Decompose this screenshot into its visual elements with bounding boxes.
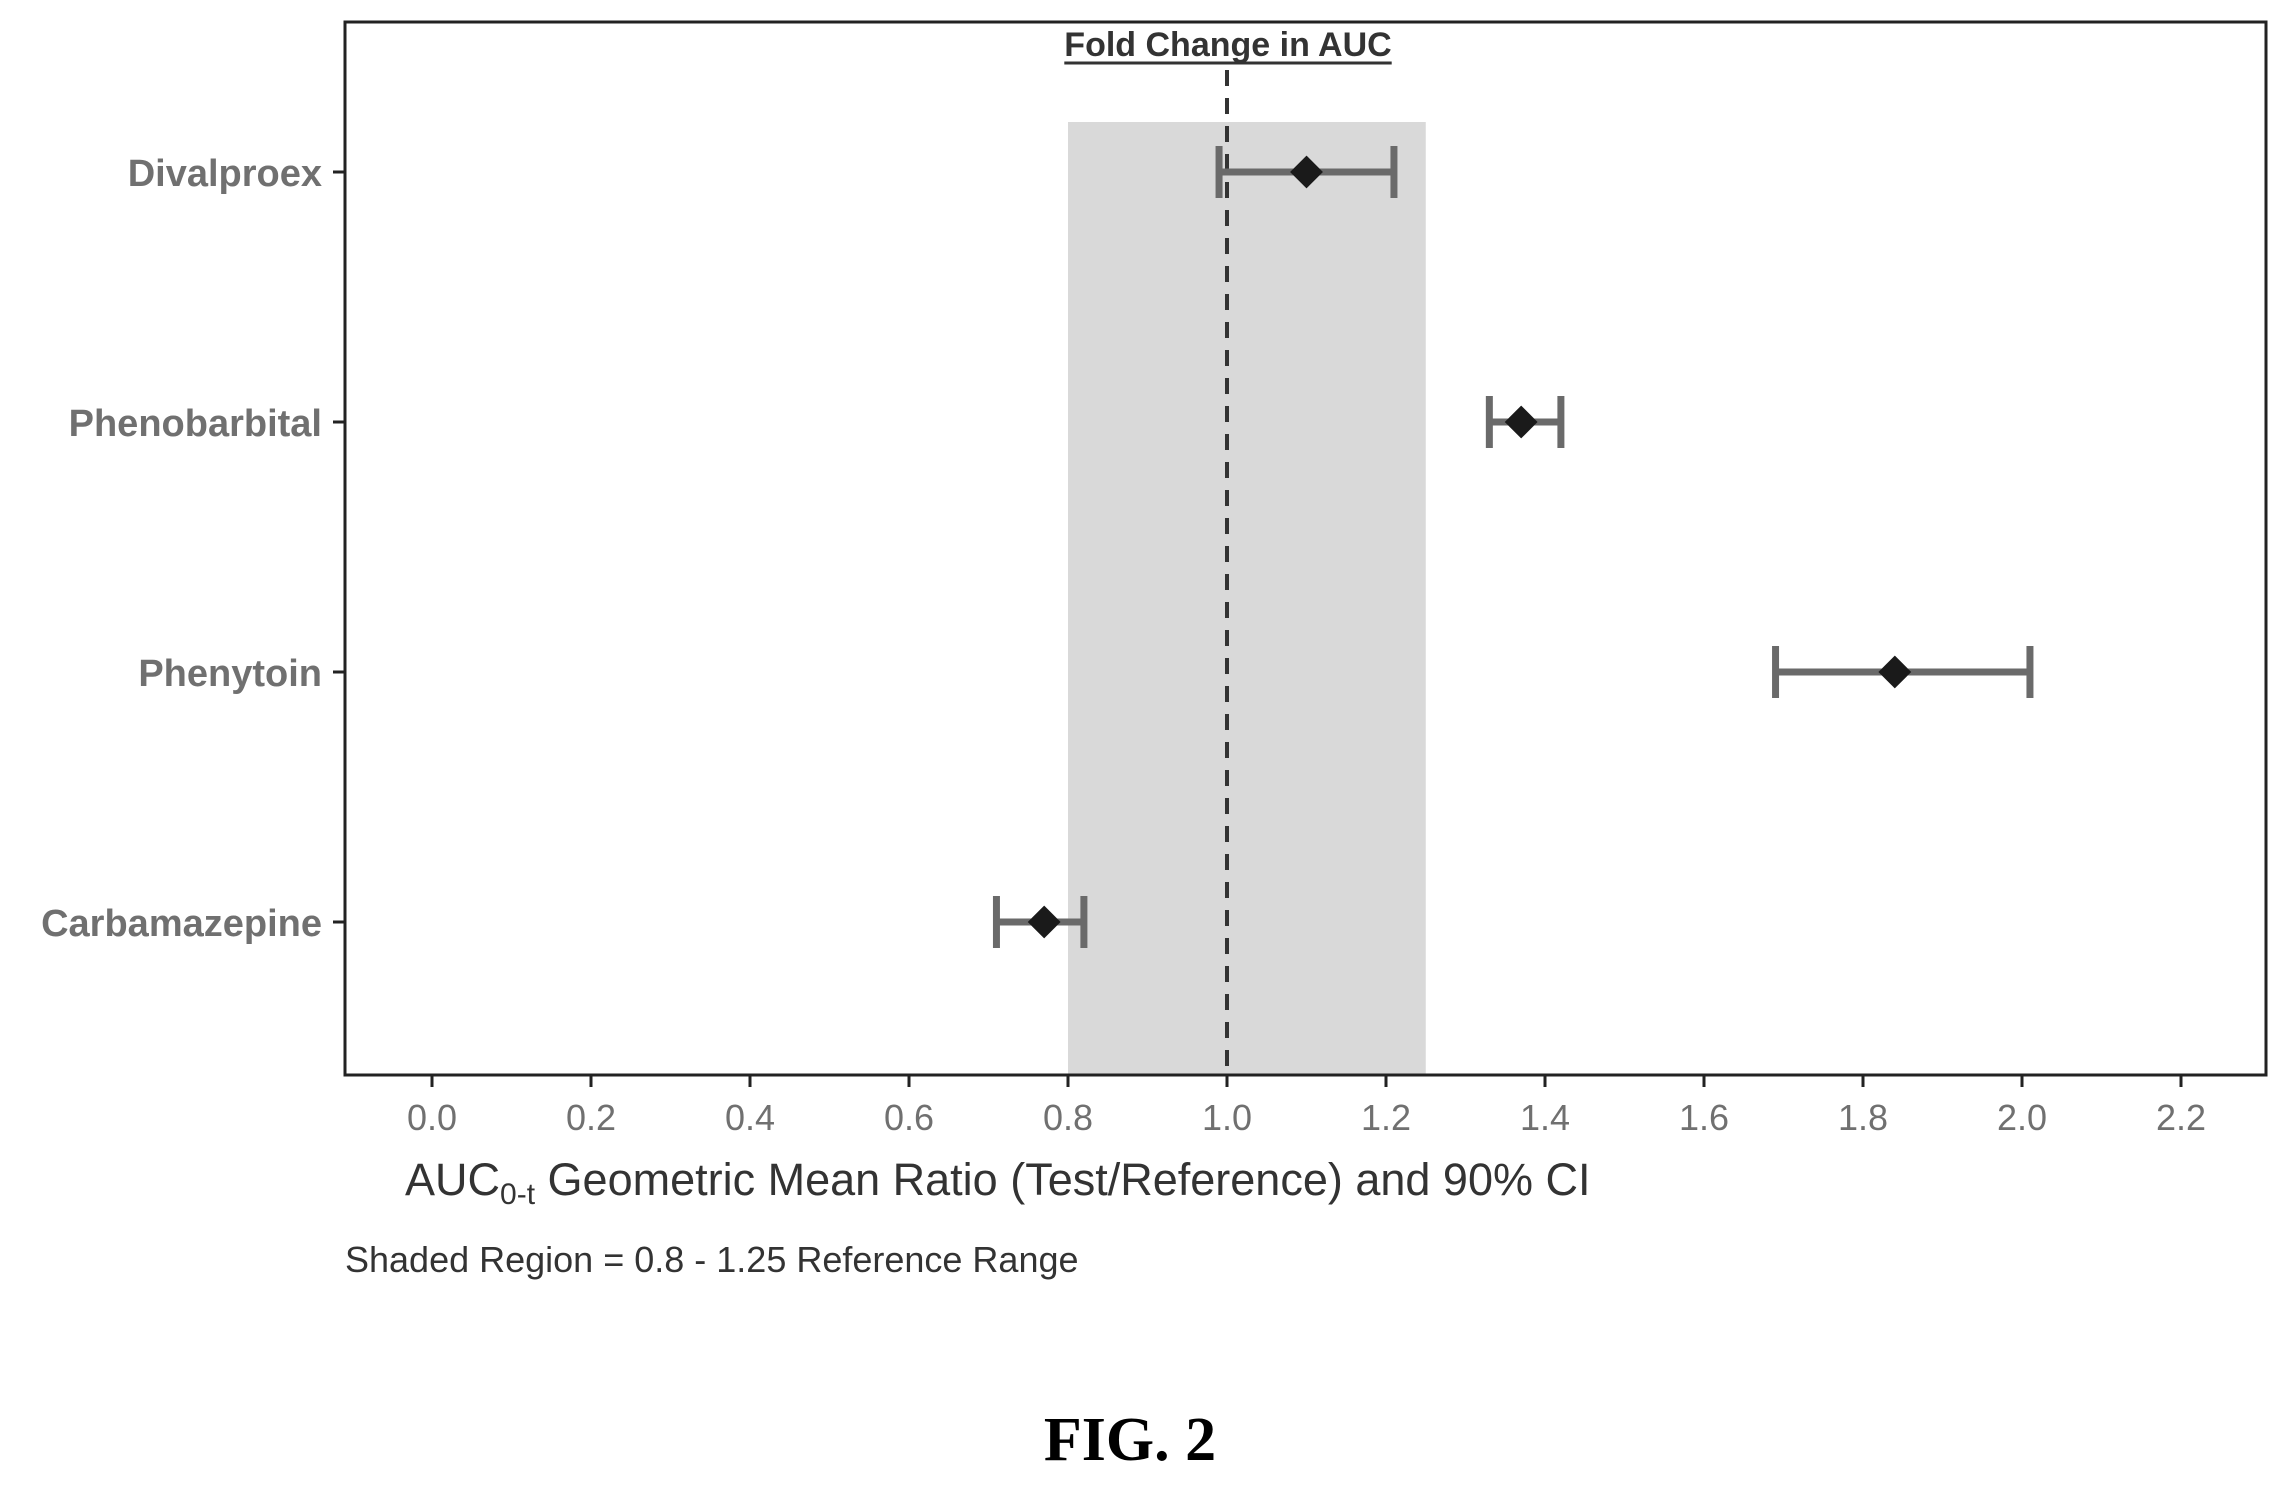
- point-estimate-marker: [1290, 155, 1323, 189]
- x-axis-title-main: AUC: [405, 1154, 500, 1205]
- x-tick-label: 1.4: [1520, 1097, 1570, 1138]
- x-tick-label: 1.0: [1202, 1097, 1252, 1138]
- x-axis-title: AUC0-t Geometric Mean Ratio (Test/Refere…: [405, 1154, 1591, 1211]
- x-axis: 0.0 0.2 0.4 0.6 0.8 1.0 1.2 1.4 1.6 1.8 2.0 2.2: [407, 1075, 2206, 1138]
- shaded-region-note: Shaded Region = 0.8 - 1.25 Reference Ran…: [345, 1239, 1079, 1280]
- plot-frame: [343, 20, 2268, 1077]
- x-tick-label: 1.2: [1361, 1097, 1411, 1138]
- figure-caption: FIG. 2: [1043, 1406, 1217, 1474]
- row-label: Divalproex: [128, 153, 322, 195]
- forest-row-phenytoin: Phenytoin: [138, 646, 2034, 698]
- x-tick-label: 0.0: [407, 1097, 457, 1138]
- row-label: Phenytoin: [138, 653, 322, 695]
- point-estimate-marker: [1027, 905, 1061, 939]
- row-label: Phenobarbital: [69, 403, 322, 445]
- x-axis-title-subscript: 0-t: [500, 1178, 536, 1211]
- x-tick-label: 2.0: [1997, 1097, 2047, 1138]
- x-tick-label: 0.6: [884, 1097, 934, 1138]
- forest-rows: Divalproex Phenobarbital Phenytoin Carbamaz…: [41, 146, 2034, 948]
- chart-title: Fold Change in AUC: [1064, 26, 1391, 64]
- forest-row-carbamazepine: Carbamazepine: [41, 896, 1088, 948]
- x-tick-label: 1.8: [1838, 1097, 1888, 1138]
- x-tick-label: 0.2: [566, 1097, 616, 1138]
- x-tick-label: 0.8: [1043, 1097, 1093, 1138]
- shaded-reference-range: [1068, 122, 1426, 1075]
- reference-range-shading: [1068, 122, 1426, 1075]
- x-tick-label: 1.6: [1679, 1097, 1729, 1138]
- point-estimate-marker: [1878, 655, 1912, 689]
- forest-row-divalproex: Divalproex: [128, 146, 1398, 198]
- x-tick-label: 0.4: [725, 1097, 775, 1138]
- point-estimate-marker: [1504, 405, 1538, 439]
- x-tick-label: 2.2: [2156, 1097, 2206, 1138]
- row-label: Carbamazepine: [41, 903, 322, 945]
- forest-row-phenobarbital: Phenobarbital: [69, 396, 1565, 448]
- x-axis-title-rest: Geometric Mean Ratio (Test/Reference) an…: [535, 1154, 1590, 1205]
